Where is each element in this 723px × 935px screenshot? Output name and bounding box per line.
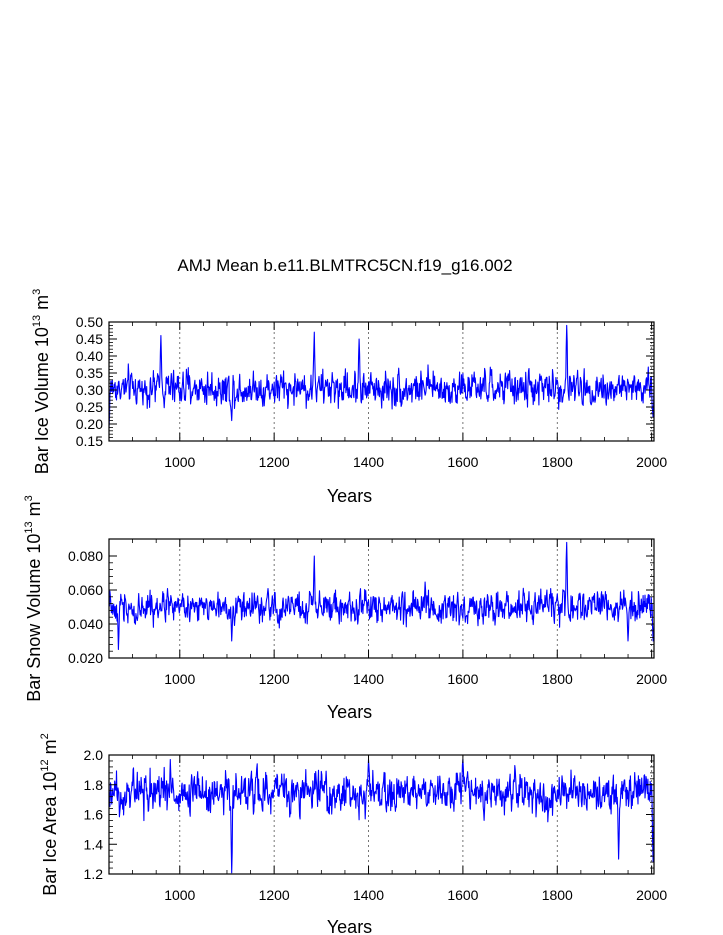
plot-frame [108, 538, 655, 659]
y-tick-label: 1.8 [84, 777, 104, 793]
x-tick-label: 1600 [447, 887, 478, 903]
x-tick-label: 1200 [259, 454, 290, 470]
y-tick-label: 0.020 [68, 650, 103, 666]
y-tick-label: 0.060 [68, 582, 103, 598]
x-axis-label: Years [327, 917, 372, 935]
x-tick-label: 1400 [353, 887, 384, 903]
x-tick-label: 1000 [164, 454, 195, 470]
y-tick-label: 2.0 [84, 747, 104, 763]
panel-ice-volume: 0.150.200.250.300.350.400.450.50 1000 1200… [31, 289, 667, 506]
series-line [108, 758, 655, 874]
y-tick-label: 1.4 [84, 836, 104, 852]
x-tick-label: 1800 [542, 454, 573, 470]
y-axis-label: Bar Ice Volume 1013 m3 [31, 289, 52, 474]
panel-snow-volume: 0.020 0.040 0.060 0.080 1000 1200 1400 1600 1800… [23, 495, 667, 722]
y-tick-label: 0.25 [76, 399, 103, 415]
x-tick-label: 2000 [636, 887, 667, 903]
y-tick-label: 1.6 [84, 807, 104, 823]
plot-frame [108, 321, 655, 442]
y-tick-label: 0.35 [76, 365, 103, 381]
x-tick-label: 1000 [164, 887, 195, 903]
y-axis-label: Bar Ice Area 1012 m2 [39, 733, 60, 895]
y-axis-label: Bar Snow Volume 1013 m3 [23, 495, 44, 701]
y-tick-label: 0.50 [76, 314, 103, 330]
series-line [108, 324, 655, 428]
x-tick-label: 1200 [259, 887, 290, 903]
y-tick-label: 0.20 [76, 416, 103, 432]
figure-title: AMJ Mean b.e11.BLMTRC5CN.f19_g16.002 [177, 256, 512, 275]
x-tick-label: 2000 [636, 671, 667, 687]
x-tick-label: 1000 [164, 671, 195, 687]
x-tick-label: 1800 [542, 671, 573, 687]
x-tick-label: 1400 [353, 671, 384, 687]
panel-ice-area: 1.2 1.4 1.6 1.8 2.0 1000 1200 1400 1600 1800 2000 Y… [39, 733, 667, 935]
x-tick-label: 1400 [353, 454, 384, 470]
x-axis-label: Years [327, 702, 372, 722]
y-tick-label: 0.45 [76, 331, 103, 347]
y-tick-label: 0.080 [68, 548, 103, 564]
y-tick-label: 0.15 [76, 433, 103, 449]
x-tick-label: 2000 [636, 454, 667, 470]
x-axis-label: Years [327, 486, 372, 506]
y-tick-label: 0.40 [76, 348, 103, 364]
x-tick-label: 1600 [447, 671, 478, 687]
y-tick-label: 0.040 [68, 616, 103, 632]
y-tick-label: 0.30 [76, 382, 103, 398]
y-tick-label: 1.2 [84, 866, 104, 882]
x-tick-label: 1600 [447, 454, 478, 470]
x-tick-label: 1200 [259, 671, 290, 687]
series-line [108, 541, 655, 651]
x-tick-label: 1800 [542, 887, 573, 903]
